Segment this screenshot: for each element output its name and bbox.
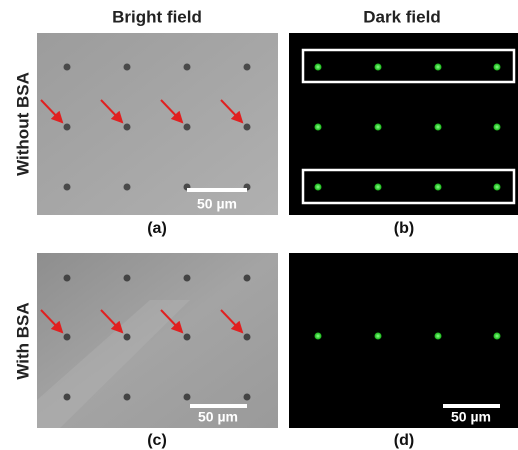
well-dot bbox=[244, 394, 251, 401]
well-dot bbox=[244, 275, 251, 282]
well-dot bbox=[64, 184, 71, 191]
fluorescent-dot bbox=[494, 124, 501, 131]
fluorescent-dot bbox=[375, 64, 382, 71]
row-header: Without BSA bbox=[13, 72, 32, 176]
scale-bar-label: 50 µm bbox=[451, 409, 491, 425]
dark-field-image bbox=[289, 253, 518, 428]
fluorescent-dot bbox=[375, 333, 382, 340]
fluorescent-dot bbox=[435, 184, 442, 191]
well-dot bbox=[124, 64, 131, 71]
well-dot bbox=[184, 394, 191, 401]
fluorescent-dot bbox=[494, 333, 501, 340]
fluorescent-dot bbox=[494, 64, 501, 71]
well-dot bbox=[244, 64, 251, 71]
well-dot bbox=[64, 124, 71, 131]
fluorescent-dot bbox=[435, 64, 442, 71]
fluorescent-dot bbox=[375, 184, 382, 191]
well-dot bbox=[184, 275, 191, 282]
panel-label: (c) bbox=[147, 432, 167, 449]
well-dot bbox=[64, 394, 71, 401]
well-dot bbox=[124, 275, 131, 282]
row-header: With BSA bbox=[13, 302, 32, 379]
well-dot bbox=[64, 64, 71, 71]
panel-label: (d) bbox=[394, 432, 414, 449]
fluorescent-dot bbox=[315, 333, 322, 340]
fluorescent-dot bbox=[315, 124, 322, 131]
fluorescent-dot bbox=[435, 124, 442, 131]
well-dot bbox=[184, 124, 191, 131]
well-dot bbox=[184, 334, 191, 341]
well-dot bbox=[64, 275, 71, 282]
well-dot bbox=[124, 124, 131, 131]
bright-field-image bbox=[37, 33, 278, 215]
figure: Bright field Dark field Without BSA With… bbox=[0, 0, 518, 450]
well-dot bbox=[124, 394, 131, 401]
fluorescent-dot bbox=[315, 64, 322, 71]
well-dot bbox=[244, 124, 251, 131]
column-header: Bright field bbox=[112, 7, 202, 26]
scale-bar-label: 50 µm bbox=[197, 196, 237, 212]
dark-field-image bbox=[289, 33, 518, 215]
panel-label: (a) bbox=[147, 220, 167, 237]
panel-label: (b) bbox=[394, 220, 414, 237]
well-dot bbox=[64, 334, 71, 341]
fluorescent-dot bbox=[315, 184, 322, 191]
well-dot bbox=[124, 334, 131, 341]
fluorescent-dot bbox=[494, 184, 501, 191]
fluorescent-dot bbox=[375, 124, 382, 131]
well-dot bbox=[244, 334, 251, 341]
well-dot bbox=[184, 64, 191, 71]
column-header: Dark field bbox=[363, 7, 440, 26]
scale-bar-label: 50 µm bbox=[198, 409, 238, 425]
well-dot bbox=[124, 184, 131, 191]
fluorescent-dot bbox=[435, 333, 442, 340]
